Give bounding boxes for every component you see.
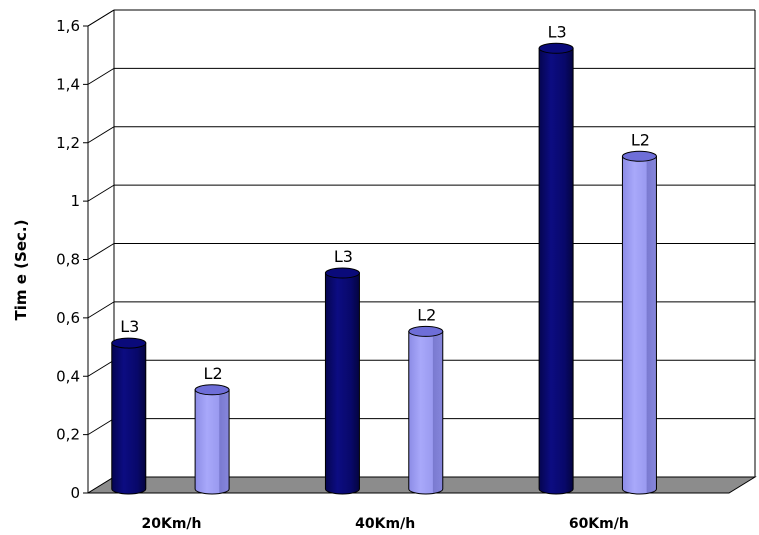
bar-body [111,342,147,495]
data-label: L2 [417,305,436,324]
data-label: L3 [334,247,353,266]
gridline-side [87,126,115,144]
x-axis-categories: 20Km/h 40Km/h 60Km/h [142,516,629,532]
bar-l2-40km-h: L2 [408,305,444,495]
data-label: L2 [204,364,223,383]
x-category-label: 60Km/h [569,516,629,532]
bar-cap [111,337,147,349]
bar-cap [538,42,574,54]
y-axis-label: Tim e (Sec.) [12,220,30,321]
bar-l3-20km-h: L3 [111,317,147,495]
y-axis-ticks: 0 0,2 0,4 0,6 0,8 1 1,2 1,4 1,6 [56,17,88,502]
data-label: L3 [120,317,139,336]
gridline-side [87,301,115,319]
data-label: L3 [548,22,567,41]
gridline-side [87,67,115,85]
x-category-label: 40Km/h [355,516,415,532]
bar-l3-60km-h: L3 [538,22,574,495]
y-tick-label: 0,8 [56,251,80,269]
y-tick-label: 0,2 [56,426,80,444]
bar-l2-20km-h: L2 [194,364,230,495]
data-label: L2 [631,130,650,149]
y-tick-label: 0,6 [56,309,80,327]
y-tick-label: 1,6 [56,17,80,35]
bar-body [408,330,444,495]
x-category-label: 20Km/h [142,516,202,532]
bar-cap [324,267,360,279]
bar-cap [408,325,444,337]
y-tick-label: 0 [70,484,80,502]
gridline-side [87,243,115,260]
bar-body [538,47,574,495]
gridline-side [87,9,115,27]
gridline-side [87,359,115,377]
bar-body [194,389,230,495]
bar-l3-40km-h: L3 [324,247,360,495]
bar-body [621,155,657,495]
y-tick-label: 1 [70,192,80,210]
y-tick-label: 0,4 [56,367,80,385]
bar-l2-60km-h: L2 [621,130,657,495]
y-tick-label: 1,2 [56,134,80,152]
bar-cap [621,150,657,162]
y-tick-label: 1,4 [56,75,80,93]
bar-cap [194,384,230,396]
gridline-side [87,184,115,202]
bar-body [324,272,360,495]
bars: L3 L2 L3 L2 L3 L2 [111,22,657,495]
gridline-side [87,418,115,436]
